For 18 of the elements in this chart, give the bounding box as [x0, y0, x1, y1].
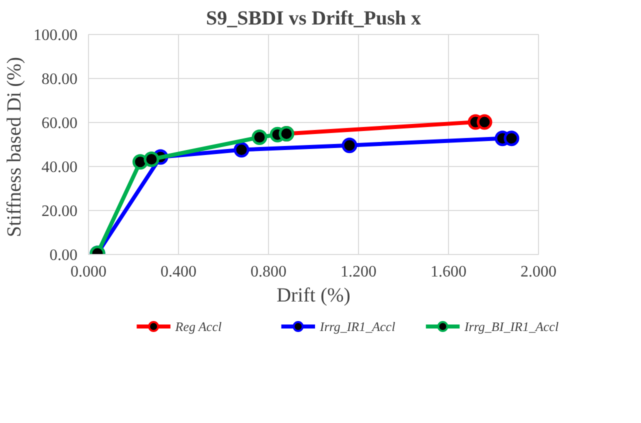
y-tick-label: 20.00 [42, 203, 78, 220]
legend-label: Irrg_BI_IR1_Accl [463, 319, 559, 334]
x-tick-label: 1.200 [340, 264, 376, 280]
y-tick-label: 80.00 [42, 71, 78, 88]
legend-label: Reg Accl [174, 319, 222, 334]
y-axis-title: Stiffness based Di (%) [4, 56, 26, 238]
y-tick-label: 60.00 [42, 115, 78, 132]
y-tick-label: 100.00 [34, 27, 78, 44]
y-tick-label: 0.00 [50, 247, 78, 264]
x-tick-label: 1.600 [430, 264, 466, 280]
chart-title: S9_SBDI vs Drift_Push x [206, 8, 422, 30]
x-tick-label: 0.800 [250, 264, 286, 280]
legend-label: Irrg_IR1_Accl [318, 319, 396, 334]
x-tick-label: 0.000 [70, 264, 106, 280]
x-axis-title: Drift (%) [276, 284, 350, 306]
x-tick-label: 0.400 [160, 264, 196, 280]
x-tick-label: 2.000 [520, 264, 556, 280]
y-tick-label: 40.00 [42, 159, 78, 176]
